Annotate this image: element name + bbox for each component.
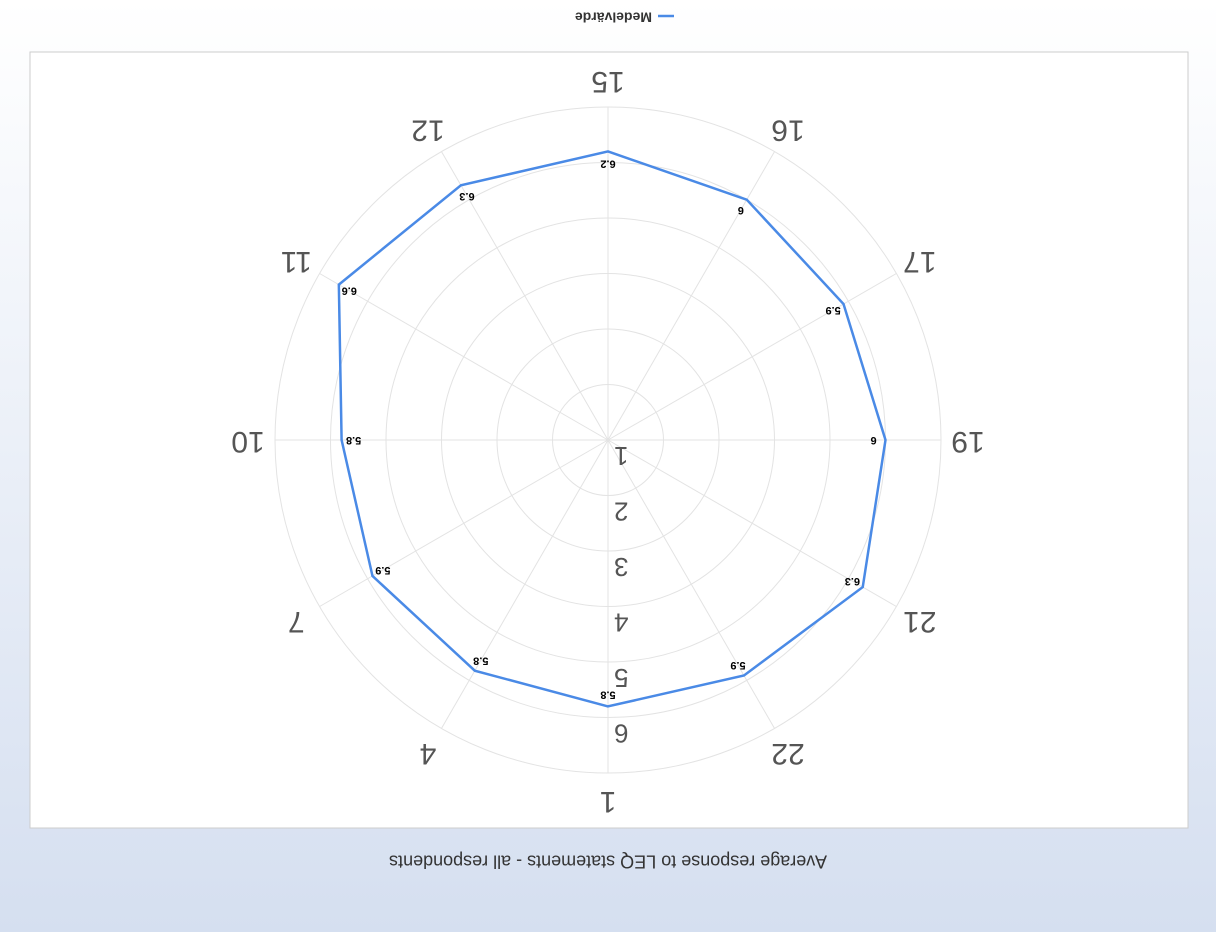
category-label: 11 bbox=[281, 245, 312, 278]
data-label: 5.8 bbox=[473, 654, 488, 666]
data-label: 5.9 bbox=[825, 304, 840, 316]
data-label: 6.2 bbox=[600, 157, 615, 169]
chart-title: Average response to LEQ statements - all… bbox=[389, 851, 827, 871]
data-label: 5.8 bbox=[600, 688, 615, 700]
data-label: 6.6 bbox=[342, 285, 357, 297]
data-label: 5.9 bbox=[375, 564, 390, 576]
category-label: 17 bbox=[903, 245, 936, 278]
spoke bbox=[319, 439, 609, 607]
data-label: 5.9 bbox=[730, 659, 745, 671]
category-label: 21 bbox=[903, 605, 936, 638]
spoke bbox=[607, 439, 897, 607]
category-label: 22 bbox=[771, 737, 804, 770]
legend-label: Medelvärde bbox=[575, 9, 652, 25]
radial-tick-label: 6 bbox=[614, 719, 628, 749]
category-label: 10 bbox=[231, 425, 264, 458]
category-label: 7 bbox=[288, 605, 305, 638]
category-label: 15 bbox=[591, 65, 624, 98]
radial-tick-label: 3 bbox=[614, 552, 628, 582]
data-label: 6 bbox=[738, 204, 744, 216]
radial-tick-label: 2 bbox=[614, 497, 628, 527]
category-label: 12 bbox=[411, 113, 444, 146]
spoke bbox=[607, 273, 897, 441]
data-label: 6 bbox=[870, 434, 876, 446]
radial-tick-label: 1 bbox=[614, 441, 628, 471]
radial-tick-label: 5 bbox=[614, 663, 628, 693]
category-label: 1 bbox=[600, 785, 617, 818]
spoke bbox=[441, 439, 609, 729]
spoke bbox=[607, 439, 775, 729]
series-line bbox=[337, 150, 887, 708]
data-label: 5.8 bbox=[346, 434, 361, 446]
data-label: 6.3 bbox=[459, 190, 474, 202]
spoke bbox=[319, 273, 609, 441]
radial-tick-label: 4 bbox=[614, 608, 628, 638]
spoke bbox=[441, 151, 609, 441]
category-label: 19 bbox=[951, 425, 984, 458]
category-label: 4 bbox=[420, 737, 437, 770]
category-label: 16 bbox=[771, 113, 804, 146]
data-label: 6.3 bbox=[845, 575, 860, 587]
